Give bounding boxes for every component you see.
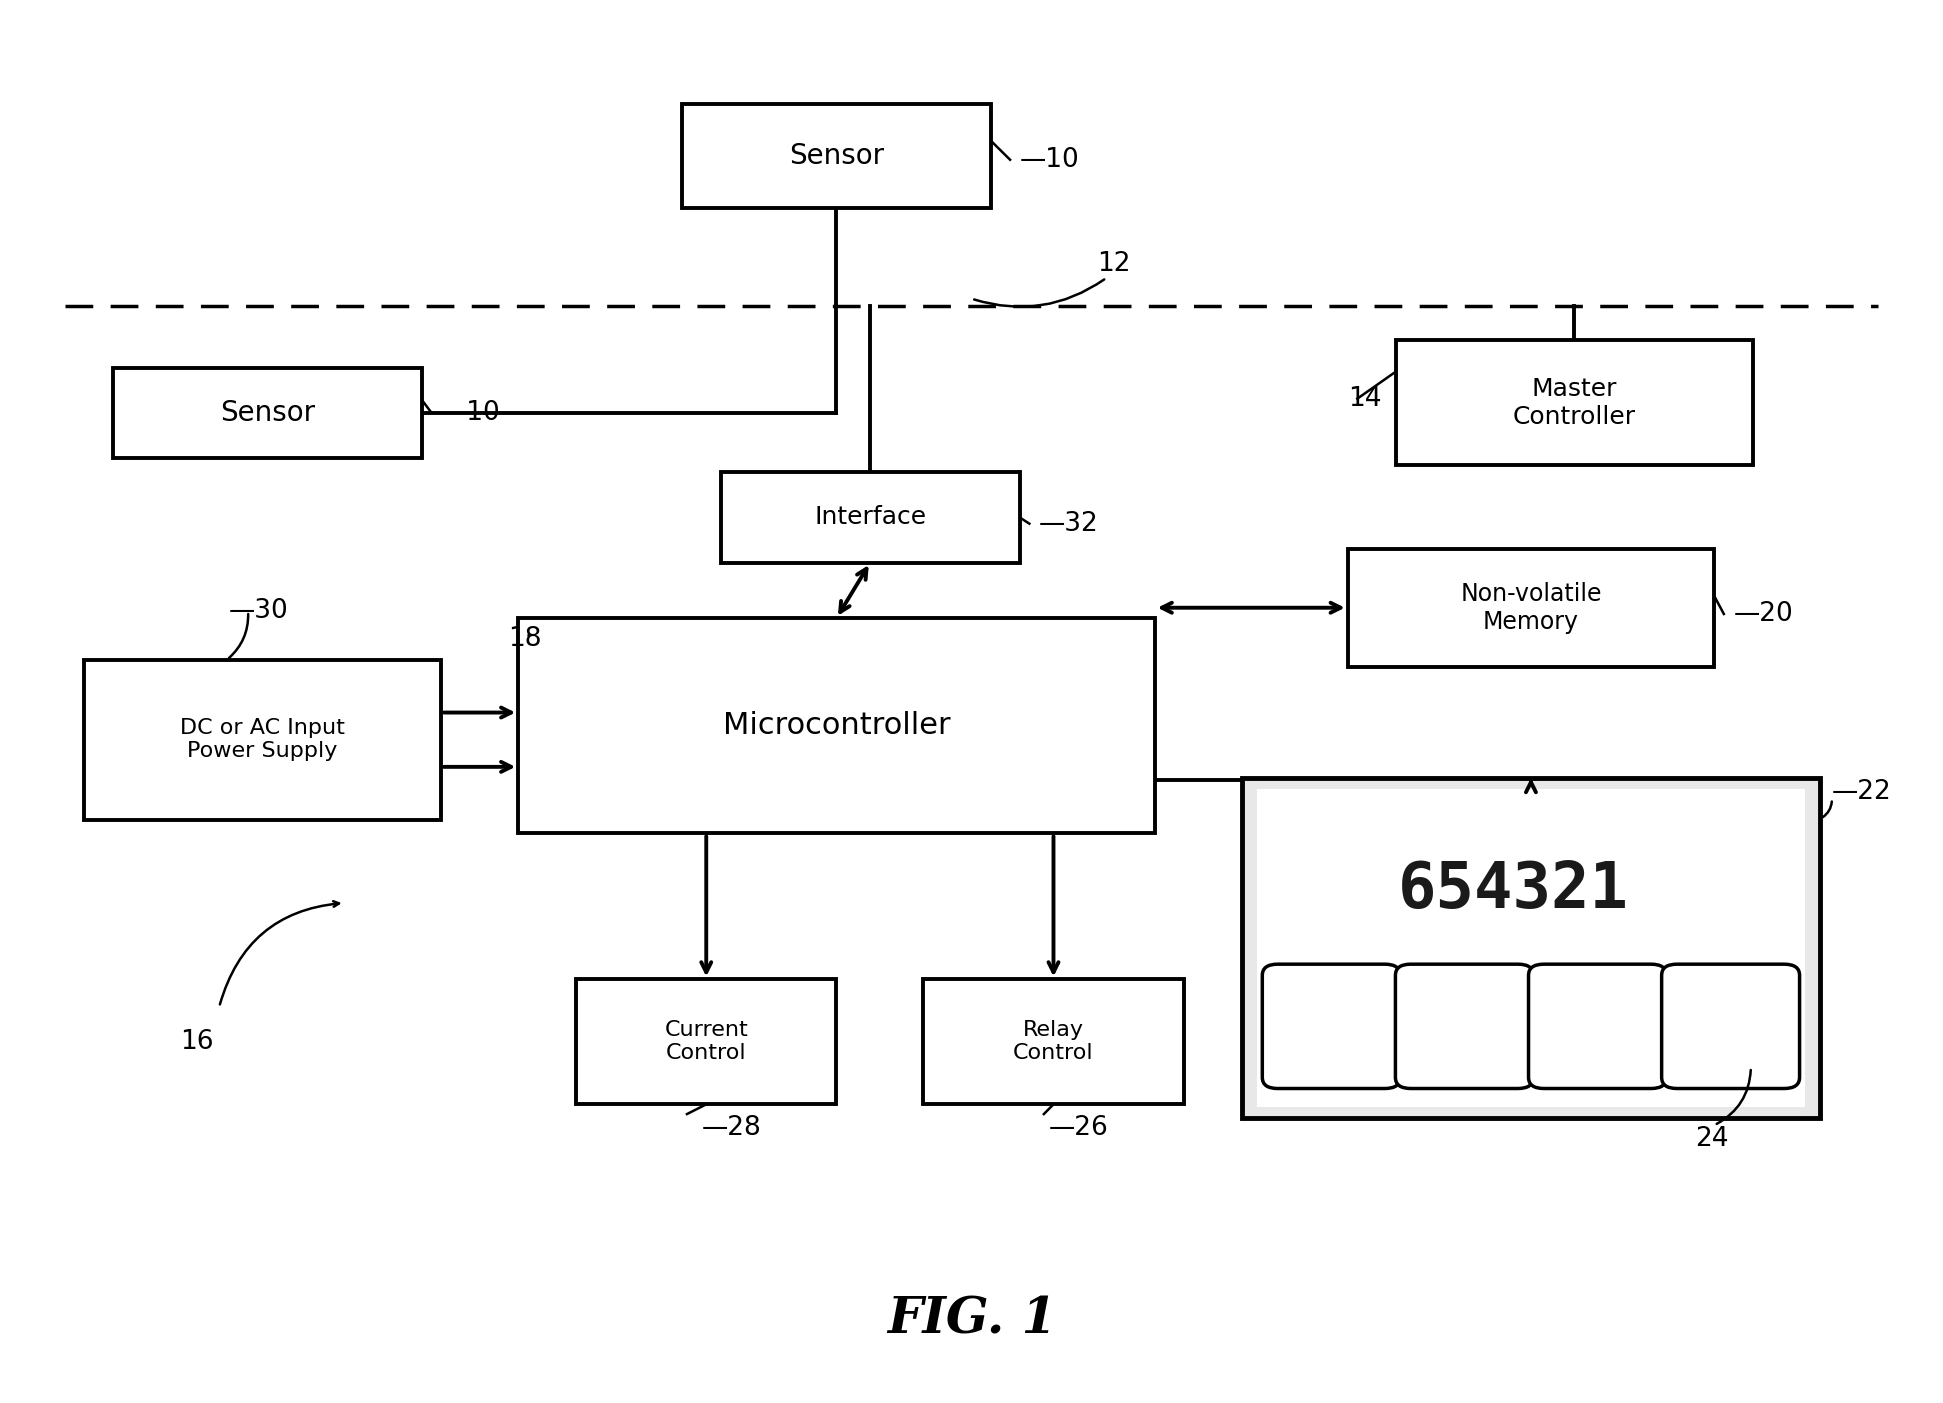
Text: DC or AC Input
Power Supply: DC or AC Input Power Supply bbox=[181, 718, 346, 762]
Bar bbox=[1348, 549, 1714, 666]
Text: —10: —10 bbox=[441, 400, 501, 425]
Text: Non-volatile
Memory: Non-volatile Memory bbox=[1461, 582, 1601, 634]
FancyBboxPatch shape bbox=[1529, 964, 1667, 1089]
Text: 654321: 654321 bbox=[1399, 859, 1628, 922]
Text: 18: 18 bbox=[509, 626, 542, 652]
Text: —30: —30 bbox=[229, 598, 290, 624]
Text: 14: 14 bbox=[1348, 386, 1381, 411]
Text: Sensor: Sensor bbox=[220, 400, 315, 428]
Text: —20: —20 bbox=[1733, 600, 1793, 627]
Text: Interface: Interface bbox=[814, 505, 927, 529]
Text: —26: —26 bbox=[1049, 1115, 1108, 1141]
Bar bbox=[575, 979, 837, 1104]
Text: 16: 16 bbox=[181, 1028, 214, 1055]
FancyBboxPatch shape bbox=[1263, 964, 1401, 1089]
Bar bbox=[721, 473, 1020, 563]
Text: 12: 12 bbox=[1098, 251, 1131, 276]
Bar bbox=[1242, 777, 1821, 1118]
Text: Sensor: Sensor bbox=[789, 142, 884, 170]
FancyBboxPatch shape bbox=[1395, 964, 1533, 1089]
Text: Relay
Control: Relay Control bbox=[1012, 1020, 1094, 1063]
FancyBboxPatch shape bbox=[1661, 964, 1799, 1089]
Bar bbox=[923, 979, 1183, 1104]
Text: FIG. 1: FIG. 1 bbox=[886, 1295, 1057, 1344]
Text: 24: 24 bbox=[1694, 1127, 1729, 1152]
Text: —32: —32 bbox=[1040, 511, 1100, 537]
Text: Current
Control: Current Control bbox=[665, 1020, 748, 1063]
Bar bbox=[1395, 341, 1753, 466]
Bar bbox=[1257, 788, 1805, 1107]
Text: —28: —28 bbox=[701, 1115, 762, 1141]
Text: Microcontroller: Microcontroller bbox=[723, 711, 950, 741]
Bar bbox=[682, 104, 991, 209]
Text: —10: —10 bbox=[1020, 147, 1080, 173]
Text: —22: —22 bbox=[1832, 779, 1892, 805]
Bar bbox=[519, 619, 1154, 833]
Bar bbox=[84, 659, 441, 819]
Bar bbox=[113, 368, 422, 459]
Text: Master
Controller: Master Controller bbox=[1514, 377, 1636, 429]
